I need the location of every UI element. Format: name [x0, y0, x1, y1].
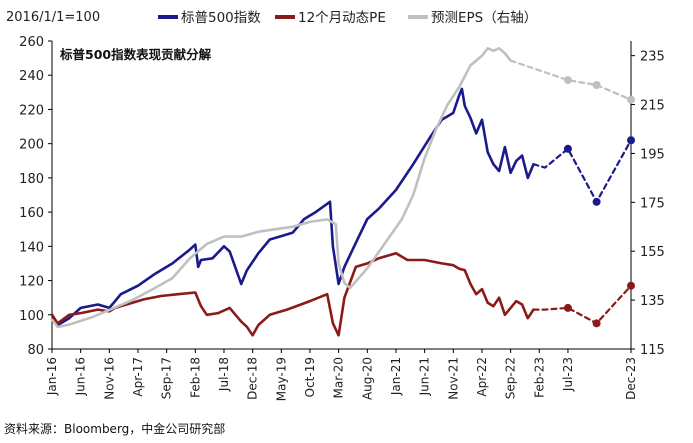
forecast-marker	[592, 319, 601, 328]
x-tick-label: Feb-23	[532, 357, 546, 398]
x-tick-label: Nov-21	[446, 357, 460, 400]
forecast-marker	[627, 136, 635, 145]
y-left-tick-label: 140	[19, 240, 44, 255]
y-right-tick-label: 155	[640, 245, 665, 260]
series-line	[532, 139, 633, 203]
series-line	[509, 59, 633, 101]
y-left-tick-label: 160	[19, 206, 44, 221]
forecast-marker	[592, 197, 601, 206]
plot-area	[50, 47, 635, 337]
x-tick-label: Nov-16	[102, 357, 116, 400]
legend-label-pe: 12个月动态PE	[298, 10, 386, 26]
forecast-marker	[563, 76, 572, 85]
forecast-marker	[627, 95, 635, 104]
x-tick-label: Jun-21	[418, 357, 432, 396]
y-left-tick-label: 220	[19, 103, 44, 118]
series-line	[532, 284, 633, 325]
y-right-tick-label: 115	[640, 343, 665, 358]
x-tick-label: Apr-22	[475, 357, 489, 397]
legend-label-sp500: 标普500指数	[181, 10, 261, 26]
forecast-marker	[563, 303, 572, 312]
forecast-marker	[592, 81, 601, 89]
y-right-tick-label: 215	[640, 99, 665, 114]
forecast-marker	[627, 281, 635, 290]
axes: 80 100 120 140 160 180 200 220 240 260 115 135 155 17…	[19, 35, 665, 401]
x-tick-label: Sep-17	[160, 357, 174, 399]
x-tick-label: Jul-18	[217, 357, 231, 392]
x-tick-label: Jun-16	[74, 357, 88, 396]
y-left-tick-label: 100	[19, 309, 44, 324]
x-tick-label: Apr-17	[131, 357, 145, 397]
y-left-tick-label: 240	[19, 69, 44, 84]
y-right-tick-label: 195	[640, 147, 665, 162]
base-note: 2016/1/1=100	[6, 10, 100, 25]
series-line	[50, 251, 535, 337]
x-tick-label: Feb-18	[188, 357, 202, 398]
x-tick-label: Dec-18	[246, 357, 260, 400]
legend: 标普500指数 12个月动态PE 预测EPS（右轴）	[158, 10, 537, 26]
x-tick-label: Jul-23	[561, 357, 575, 392]
x-tick-label: Aug-20	[360, 357, 374, 400]
source-note: 资料来源：Bloomberg，中金公司研究部	[4, 422, 226, 436]
forecast-marker	[563, 144, 572, 153]
y-right-tick-label: 135	[640, 294, 665, 309]
y-right-tick-label: 175	[640, 196, 665, 211]
series-line	[50, 47, 512, 329]
x-tick-label: Dec-23	[624, 357, 638, 400]
x-tick-label: Jan-21	[389, 357, 403, 396]
y-left-tick-label: 120	[19, 275, 44, 290]
y-right-tick-label: 235	[640, 50, 665, 65]
y-left-tick-label: 80	[27, 343, 44, 358]
x-tick-label: Oct-19	[303, 357, 317, 397]
x-tick-label: Jan-16	[45, 357, 59, 396]
x-tick-label: May-19	[274, 357, 288, 401]
series-line	[50, 87, 535, 327]
chart-title: 标普500指数表现贡献分解	[59, 47, 212, 62]
y-left-tick-label: 180	[19, 172, 44, 187]
y-left-tick-label: 260	[19, 35, 44, 50]
y-left-tick-label: 200	[19, 138, 44, 153]
legend-label-eps: 预测EPS（右轴）	[431, 10, 537, 26]
x-tick-label: Mar-20	[332, 357, 346, 398]
x-tick-label: Sep-22	[504, 357, 518, 399]
